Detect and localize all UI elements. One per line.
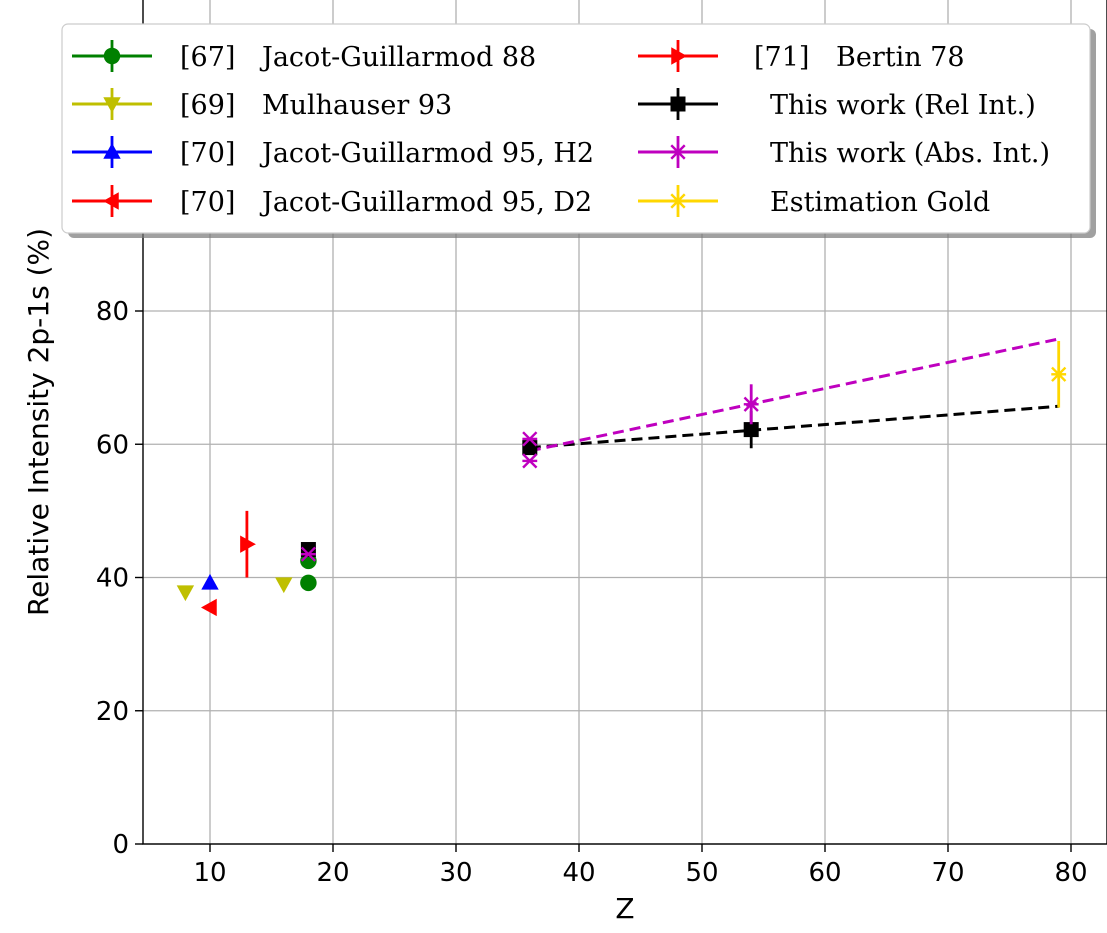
legend-marker [670,193,686,209]
legend-item: [71] Bertin 78 [638,40,965,73]
data-point [201,573,219,590]
data-point [743,396,759,412]
y-axis: 0 20 40 60 80 [96,297,143,860]
data-point [1051,366,1067,382]
legend-marker [671,47,687,65]
data-point [176,585,195,602]
legend-item: This work (Abs. Int.) [638,136,1050,169]
legend-label: This work (Rel Int.) [770,90,1036,121]
legend-ref: [69] [180,90,235,121]
legend-ref: [70] [180,187,235,218]
x-axis-title: Z [615,892,634,925]
legend-item: [69] Mulhauser 93 [72,88,452,121]
legend-box [61,23,1091,234]
x-tick-label: 40 [562,858,595,888]
legend-label: Jacot-Guillarmod 95, H2 [259,138,594,169]
legend-ref: [70] [180,138,235,169]
x-tick-label: 10 [193,858,226,888]
legend-item: [67] Jacot-Guillarmod 88 [72,40,536,73]
legend-item: [70] Jacot-Guillarmod 95, H2 [72,136,594,169]
data-point [300,546,316,562]
data-point [300,574,317,592]
x-tick-label: 20 [316,858,349,888]
x-tick-label: 80 [1054,858,1087,888]
data-point [201,598,217,617]
legend-label: Mulhauser 93 [262,90,452,121]
y-axis-title: Relative Intensity 2p-1s (%) [22,228,55,616]
legend-marker [103,143,121,159]
data-point [522,440,538,456]
legend: [67] Jacot-Guillarmod 88[69] Mulhauser 93[… [61,23,1096,238]
legend-marker [670,96,686,112]
legend-label: Jacot-Guillarmod 88 [259,42,536,73]
legend-item: [70] Jacot-Guillarmod 95, D2 [72,185,592,218]
trend-line [529,404,1059,450]
legend-ref: [71] [754,42,809,73]
legend-item: This work (Rel Int.) [638,88,1036,121]
legend-marker [103,192,119,210]
legend-ref: [67] [180,42,235,73]
legend-label: Estimation Gold [770,187,990,218]
y-tick-label: 60 [96,430,129,460]
x-tick-label: 60 [808,858,841,888]
data-point [275,577,293,594]
data-point [522,453,538,469]
legend-label: Bertin 78 [836,42,965,73]
y-tick-label: 80 [96,297,129,327]
trend-lines [529,337,1060,453]
y-tick-label: 20 [96,697,129,727]
x-tick-label: 30 [439,858,472,888]
plot-frame [142,0,1107,845]
x-axis: 10 20 30 40 50 60 70 80 [193,844,1088,888]
legend-marker [103,97,121,113]
data-point [743,422,759,438]
legend-item: Estimation Gold [638,185,990,218]
trend-line [529,337,1060,453]
legend-marker [103,47,121,65]
legend-label: Jacot-Guillarmod 95, D2 [259,187,592,218]
data-point [240,535,256,553]
data-points [176,340,1067,617]
legend-marker [670,144,686,160]
data-point [522,431,538,447]
y-tick-label: 40 [96,564,129,594]
legend-label: This work (Abs. Int.) [770,138,1050,169]
x-tick-label: 70 [931,858,964,888]
x-tick-label: 50 [685,858,718,888]
y-tick-label: 0 [112,830,129,860]
